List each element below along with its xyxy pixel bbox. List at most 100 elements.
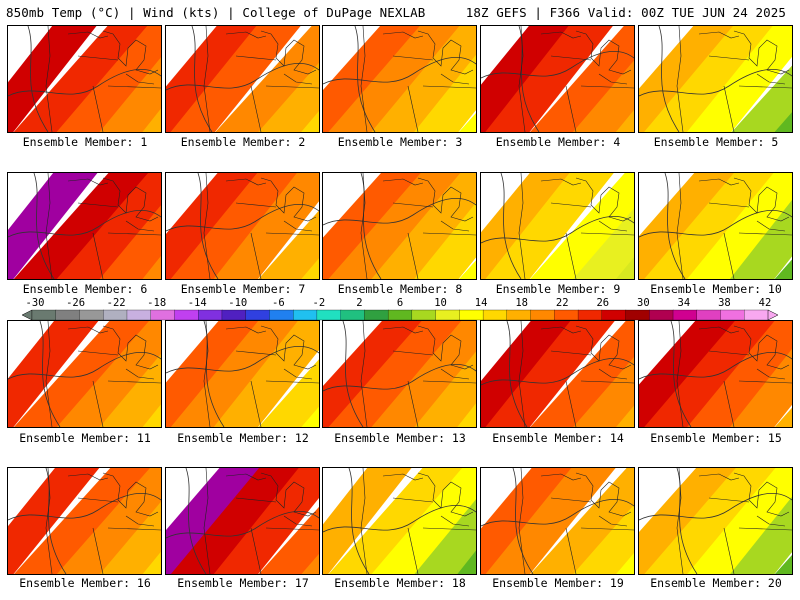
temperature-band (530, 321, 634, 427)
contour-line (323, 198, 476, 226)
member-label: Ensemble Member: 12 (177, 431, 309, 445)
contour-line (676, 468, 698, 574)
legend-tick-label: -6 (272, 297, 285, 309)
legend-tick-label: 30 (637, 297, 650, 309)
member-map-panel (638, 172, 793, 280)
legend-color-swatch (720, 309, 745, 321)
temperature-band (323, 468, 412, 574)
contour-line (8, 69, 161, 97)
member-label: Ensemble Member: 4 (495, 135, 621, 149)
legend-color-swatch (649, 309, 674, 321)
member-label: Ensemble Member: 20 (650, 576, 782, 590)
temperature-field-map (323, 468, 476, 574)
temperature-band (170, 173, 302, 279)
contour-line (166, 63, 319, 91)
legend-tick-label: -22 (106, 297, 126, 309)
legend-color-swatch (150, 309, 176, 321)
member-map-panel (7, 172, 162, 280)
member-map-panel (638, 320, 793, 428)
geographic-outline (45, 321, 161, 427)
temperature-field-map (166, 468, 319, 574)
temperature-band (530, 26, 634, 132)
temperature-band (213, 321, 319, 427)
legend-color-swatch (696, 309, 722, 321)
member-label: Ensemble Member: 19 (492, 576, 624, 590)
member-label: Ensemble Member: 10 (650, 282, 782, 296)
member-map-panel (165, 467, 320, 575)
legend-color-swatch (744, 309, 769, 321)
contour-line (203, 321, 225, 427)
member-label: Ensemble Member: 7 (180, 282, 306, 296)
contour-line (8, 210, 161, 238)
temperature-band (258, 506, 319, 574)
member-map-panel (480, 320, 635, 428)
member-label: Ensemble Member: 6 (22, 282, 148, 296)
temperature-field-map (323, 26, 476, 132)
temperature-field-map (323, 173, 476, 279)
legend-color-swatch (269, 309, 294, 321)
contour-line (481, 499, 634, 527)
temperature-field-map (639, 321, 792, 427)
legend-tick-label: 42 (758, 297, 772, 309)
contour-line (500, 173, 522, 279)
geographic-outline (203, 26, 319, 132)
member-map-panel (480, 172, 635, 280)
geographic-outline (360, 173, 476, 279)
geographic-outline (203, 173, 319, 279)
temperature-band (99, 501, 161, 574)
member-map-panel (322, 467, 477, 575)
geographic-outline (518, 321, 634, 427)
legend-color-swatch (174, 309, 199, 321)
legend-color-swatch (459, 309, 484, 321)
temperature-band (99, 353, 161, 427)
contour-line (518, 26, 540, 132)
legend-color-swatch (55, 309, 81, 321)
member-map-panel (480, 25, 635, 133)
contour-line (8, 352, 161, 380)
legend-color-swatch (530, 309, 555, 321)
temperature-band (8, 321, 99, 427)
temperature-band (328, 321, 466, 427)
legend-color-swatch (316, 309, 342, 321)
member-label: Ensemble Member: 5 (653, 135, 779, 149)
geographic-outline (203, 468, 319, 574)
contour-line (512, 468, 534, 574)
temperature-band (371, 468, 476, 574)
legend-color-swatch (577, 309, 603, 321)
contour-line (348, 468, 370, 574)
contour-line (481, 358, 634, 386)
member-label: Ensemble Member: 8 (337, 282, 463, 296)
contour-line (506, 321, 528, 427)
legend-color-swatch (435, 309, 461, 321)
temperature-band (99, 57, 161, 132)
member-label: Ensemble Member: 13 (334, 431, 466, 445)
legend-color-swatch (411, 309, 437, 321)
temperature-band (213, 468, 319, 574)
contour-line (39, 321, 61, 427)
temperature-band (458, 113, 476, 132)
legend-color-swatch (79, 309, 104, 321)
geographic-outline (676, 321, 792, 427)
temperature-band (213, 173, 319, 279)
member-label: Ensemble Member: 2 (180, 135, 306, 149)
member-map-panel (165, 172, 320, 280)
temperature-field-map (166, 321, 319, 427)
contour-line (481, 216, 634, 244)
temperature-band (530, 468, 634, 574)
temperature-band (644, 173, 779, 279)
temperature-band (687, 468, 792, 574)
legend-color-swatch (482, 309, 508, 321)
member-map-panel (7, 320, 162, 428)
member-map-panel (322, 320, 477, 428)
temperature-band (371, 173, 476, 279)
contour-line (185, 468, 207, 574)
geographic-outline (518, 173, 634, 279)
contour-line (354, 26, 376, 132)
temperature-field-map (323, 321, 476, 427)
member-map-panel (165, 25, 320, 133)
temperature-band (301, 258, 319, 279)
contour-line (166, 511, 319, 539)
legend-color-swatch (601, 309, 627, 321)
member-label: Ensemble Member: 16 (19, 576, 151, 590)
temperature-band (371, 26, 476, 132)
